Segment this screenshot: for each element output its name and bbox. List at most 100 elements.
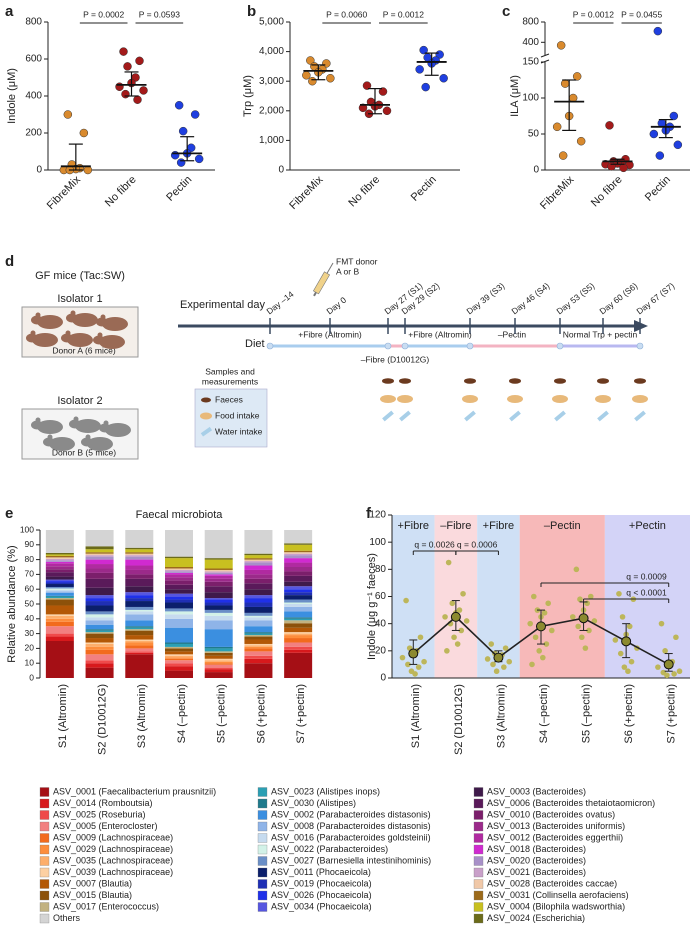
data-point	[626, 623, 633, 630]
bar-segment	[244, 632, 273, 634]
mean-marker	[408, 648, 419, 659]
y-tick-label: 4,000	[259, 46, 284, 57]
data-point	[655, 664, 661, 670]
y-axis-label: Indole (μM)	[6, 68, 18, 124]
bar-segment	[204, 655, 233, 659]
data-point	[673, 634, 679, 641]
bar-segment	[125, 629, 154, 631]
bar-segment	[244, 606, 273, 613]
y-tick-label: 0	[380, 673, 386, 684]
panel-letter: e	[5, 505, 13, 522]
legend-swatch	[473, 913, 484, 924]
bar-segment	[165, 558, 193, 567]
bar-segment	[85, 595, 114, 599]
data-point	[458, 627, 465, 634]
legend-label: ASV_0018 (Bacteroides)	[487, 844, 586, 854]
day-label: Day 46 (S4)	[509, 280, 551, 316]
food-icon	[632, 395, 648, 403]
data-point	[139, 86, 148, 95]
x-tick-label: S5 (–pectin)	[216, 684, 228, 743]
data-point	[502, 645, 509, 651]
bar-segment	[284, 599, 313, 603]
bar-segment	[45, 589, 74, 592]
bar-segment	[85, 633, 114, 639]
bar-segment	[165, 568, 193, 570]
data-point	[326, 73, 335, 83]
bar-segment	[45, 566, 74, 570]
bar-segment	[284, 633, 313, 636]
bar-segment	[284, 606, 313, 612]
legend-label: ASV_0002 (Parabacteroides distasonis)	[271, 809, 431, 819]
bar-segment	[244, 583, 273, 590]
day-label: Day 53 (S5)	[554, 280, 596, 316]
data-point	[176, 158, 186, 167]
data-point	[560, 79, 570, 88]
data-point	[194, 154, 204, 164]
bar-segment	[85, 642, 114, 644]
bar-segment	[45, 530, 74, 553]
region-label: +Pectin	[629, 520, 666, 532]
bar-segment	[125, 614, 154, 621]
mouse	[103, 420, 109, 426]
diet-marker	[401, 342, 409, 350]
data-point	[655, 151, 665, 160]
bar-segment	[204, 592, 233, 599]
x-tick-label: S6 (+pectin)	[255, 684, 267, 744]
bar-segment	[45, 557, 74, 559]
bar-segment	[125, 645, 154, 649]
mouse	[99, 423, 111, 433]
data-point	[442, 614, 448, 620]
bar-segment	[85, 578, 114, 588]
y-axis-label: ILA (μM)	[509, 75, 521, 117]
diet-marker	[556, 342, 564, 350]
bar-segment	[165, 574, 193, 578]
bar-segment	[165, 655, 193, 658]
bar-segment	[204, 605, 233, 610]
bar-segment	[165, 618, 193, 628]
legend-swatch	[257, 879, 268, 889]
syringe	[312, 262, 334, 297]
p-value: P = 0.0012	[573, 9, 614, 19]
data-point	[573, 566, 580, 573]
legend-label: ASV_0001 (Faecalibacterium prausnitzii)	[53, 786, 216, 796]
data-point	[190, 110, 200, 119]
isolator-name: Isolator 2	[57, 395, 102, 407]
x-tick-label: S6 (+pectin)	[623, 684, 635, 744]
bar-segment	[125, 639, 154, 641]
legend-swatch	[257, 787, 268, 797]
bar-segment	[204, 530, 233, 559]
bar-segment	[85, 598, 114, 602]
legend-label: ASV_0017 (Enterococcus)	[53, 901, 159, 911]
bar-segment	[244, 589, 273, 596]
bar-segment	[204, 571, 233, 573]
bar-segment	[45, 636, 74, 641]
legend-label: ASV_0021 (Bacteroides)	[487, 867, 586, 877]
panel-letter: a	[5, 3, 14, 20]
legend-swatch	[473, 867, 484, 878]
legend-label: ASV_0011 (Phocaeicola)	[271, 867, 371, 877]
legend-label: ASV_0031 (Collinsella aerofaciens)	[487, 890, 629, 900]
bar-segment	[244, 562, 273, 566]
mouse	[31, 420, 43, 430]
samples-title: Samples and	[205, 366, 255, 376]
mouse	[96, 317, 108, 327]
diet-marker	[466, 342, 474, 350]
mouse	[37, 315, 63, 329]
bar-segment	[244, 655, 273, 659]
legend-label: ASV_0015 (Blautia)	[53, 890, 132, 900]
faeces-icon	[201, 397, 211, 403]
data-point	[412, 671, 418, 677]
bar-segment	[45, 582, 74, 585]
bar-segment	[284, 627, 313, 633]
bar-segment	[85, 546, 114, 550]
bar-segment	[204, 558, 233, 560]
bar-segment	[45, 598, 74, 600]
bar-segment	[125, 627, 154, 630]
bar-segment	[204, 578, 233, 582]
data-point	[123, 62, 132, 71]
bar-segment	[85, 630, 114, 633]
bar-segment	[244, 639, 273, 644]
bar-segment	[165, 602, 193, 609]
bar-segment	[165, 577, 193, 581]
bar-segment	[85, 660, 114, 664]
